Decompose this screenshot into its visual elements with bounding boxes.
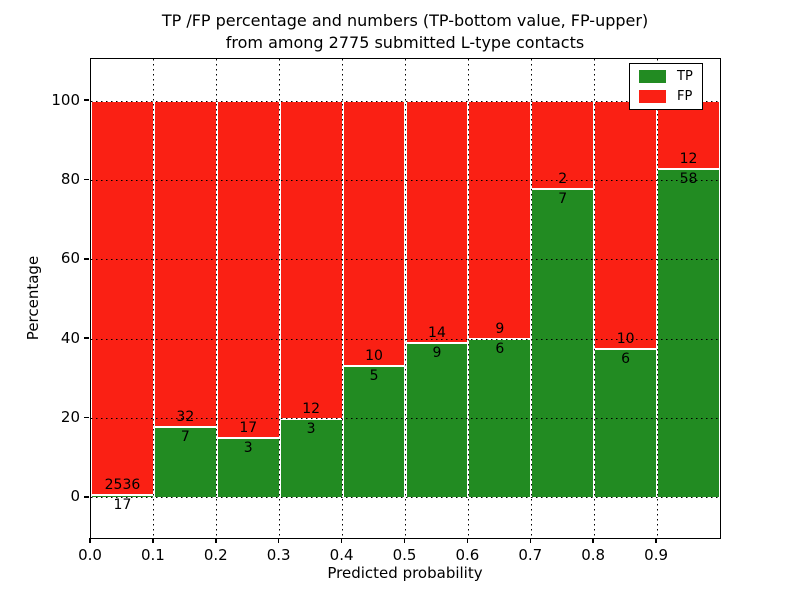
gridline-horizontal xyxy=(91,338,720,340)
tp-count-label: 6 xyxy=(621,351,631,368)
gridline-vertical xyxy=(593,59,595,538)
gridline-vertical xyxy=(467,59,469,538)
legend: TP FP xyxy=(629,63,703,110)
x-tick-label: 0.1 xyxy=(140,546,165,564)
tp-bar-segment xyxy=(657,169,720,498)
y-tick-label: 80 xyxy=(60,169,80,188)
gridline-horizontal xyxy=(91,418,720,420)
x-tick-label: 0.0 xyxy=(78,546,102,564)
legend-row: TP xyxy=(639,70,693,83)
x-tick-label: 0.6 xyxy=(455,546,480,564)
gridline-vertical xyxy=(153,59,155,538)
gridline-horizontal xyxy=(91,259,720,261)
x-tick-mark xyxy=(152,538,154,543)
fp-count-label: 12 xyxy=(302,400,321,417)
fp-bar-segment xyxy=(342,101,406,366)
gridline-horizontal xyxy=(91,497,720,499)
chart-title-line2: from among 2775 submitted L-type contact… xyxy=(225,33,585,52)
y-tick-mark xyxy=(84,416,89,419)
chart-title-line1: TP /FP percentage and numbers (TP-bottom… xyxy=(161,11,649,30)
gridline-vertical xyxy=(216,59,218,538)
y-tick-mark xyxy=(84,178,89,181)
x-tick-mark xyxy=(592,538,594,543)
legend-row: FP xyxy=(639,90,693,103)
x-tick-mark xyxy=(215,538,217,543)
plot-area: 2536 17 32 7 17 3 12 3 10 5 14 9 9 6 2 7 10 6 12 58 xyxy=(90,58,721,539)
fp-count-label: 10 xyxy=(365,347,383,364)
x-tick-mark xyxy=(466,538,469,543)
tp-count-label: 58 xyxy=(679,171,698,188)
fp-bar-segment xyxy=(657,101,720,170)
x-tick-mark xyxy=(340,538,343,543)
y-tick-label: 40 xyxy=(60,328,80,347)
fp-bar-segment xyxy=(216,101,280,439)
tp-bar-segment xyxy=(405,342,469,498)
tp-bar-segment xyxy=(153,426,217,498)
fp-bar-segment xyxy=(468,101,532,340)
fp-bar-segment xyxy=(91,101,154,496)
tp-bar-segment xyxy=(594,349,658,498)
fp-bar-segment xyxy=(405,101,469,343)
gridline-horizontal xyxy=(91,179,720,181)
tp-bar-segment xyxy=(279,418,343,498)
x-tick-label: 0.5 xyxy=(392,546,417,564)
y-tick-mark xyxy=(84,337,89,339)
x-tick-mark xyxy=(655,538,657,543)
fp-bar-segment xyxy=(531,101,595,190)
x-tick-label: 0.8 xyxy=(581,546,606,564)
x-tick-mark xyxy=(277,538,280,543)
tp-count-label: 5 xyxy=(369,367,379,384)
fp-bar-segment xyxy=(153,101,217,427)
fp-bar-segment xyxy=(594,101,658,350)
tp-count-label: 6 xyxy=(495,341,505,358)
tp-count-label: 9 xyxy=(432,344,442,361)
x-tick-mark xyxy=(529,538,532,543)
tp-count-label: 3 xyxy=(243,440,253,457)
y-tick-label: 60 xyxy=(60,249,80,268)
y-tick-mark xyxy=(84,496,89,498)
x-tick-label: 0.9 xyxy=(644,546,669,564)
fp-count-label: 17 xyxy=(239,420,258,437)
y-tick-mark xyxy=(84,99,89,101)
x-tick-mark xyxy=(403,538,406,543)
x-tick-label: 0.3 xyxy=(266,546,291,564)
x-tick-mark xyxy=(89,538,91,543)
tp-bar-segment xyxy=(531,189,595,498)
fp-count-label: 32 xyxy=(176,408,195,425)
gridline-vertical xyxy=(405,59,406,538)
fp-count-label: 10 xyxy=(616,331,635,348)
y-tick-label: 20 xyxy=(60,408,80,427)
tp-count-label: 17 xyxy=(113,497,132,514)
y-tick-label: 100 xyxy=(51,90,80,109)
gridline-vertical xyxy=(530,59,532,538)
y-axis-label: Percentage xyxy=(24,255,42,341)
chart-title: TP /FP percentage and numbers (TP-bottom… xyxy=(162,10,648,54)
x-tick-label: 0.2 xyxy=(203,546,228,564)
fp-count-label: 14 xyxy=(428,324,446,341)
legend-label: TP xyxy=(677,69,693,84)
x-tick-label: 0.4 xyxy=(329,546,354,564)
y-tick-mark xyxy=(84,258,89,260)
gridline-vertical xyxy=(279,59,281,538)
fp-legend-swatch xyxy=(639,90,666,103)
y-tick-label: 0 xyxy=(70,487,80,506)
tp-bar-segment xyxy=(342,365,406,498)
gridline-vertical xyxy=(656,59,658,538)
legend-label: FP xyxy=(677,89,693,104)
x-axis-label: Predicted probability xyxy=(327,564,483,582)
x-tick-label: 0.7 xyxy=(518,546,543,564)
tp-count-label: 7 xyxy=(558,191,568,208)
fp-count-label: 2 xyxy=(558,171,568,188)
tp-count-label: 7 xyxy=(180,428,190,445)
gridline-vertical xyxy=(342,59,344,538)
fp-count-label: 12 xyxy=(679,151,698,168)
gridline-horizontal xyxy=(91,100,720,102)
tp-count-label: 3 xyxy=(306,420,316,437)
fp-count-label: 9 xyxy=(495,321,505,338)
tp-legend-swatch xyxy=(639,70,666,83)
fp-count-label: 2536 xyxy=(104,477,141,494)
